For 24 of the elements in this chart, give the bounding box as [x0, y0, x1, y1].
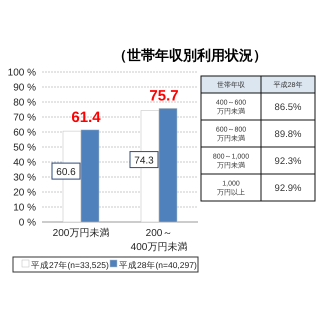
- data-label: 61.4: [71, 108, 102, 126]
- y-tick-label: 100 %: [8, 68, 36, 78]
- y-tick-label: 30 %: [13, 172, 36, 184]
- y-tick-label: 70 %: [13, 112, 36, 124]
- text: 92.3%: [274, 156, 302, 167]
- y-tick-label: 90 %: [13, 82, 36, 94]
- y-tick-label: 60 %: [13, 128, 36, 138]
- y-tick-label: 40 %: [13, 158, 36, 168]
- x-tick-label: 200万円未満: [52, 227, 110, 239]
- x-tick-label: 200～ 400万円未満: [130, 228, 188, 253]
- text: 86.5%: [274, 102, 302, 113]
- y-tick-label: 50 %: [13, 142, 36, 154]
- data-label: 60.6: [56, 167, 76, 178]
- chart-title: （世帯年収別利用状況）: [113, 47, 267, 63]
- y-tick-label: 10 %: [13, 202, 36, 214]
- data-label: 75.7: [149, 87, 179, 104]
- legend-label: 平成28年(n=40,297): [119, 260, 197, 270]
- y-tick-label: 0 %: [18, 218, 36, 228]
- legend-label: 平成27年(n=33,525): [31, 260, 109, 270]
- text: 89.8%: [274, 129, 302, 140]
- text: 92.9%: [274, 183, 302, 194]
- y-tick-label: 80 %: [13, 98, 36, 108]
- data-label: 74.3: [134, 156, 154, 167]
- y-tick-label: 20 %: [13, 188, 36, 198]
